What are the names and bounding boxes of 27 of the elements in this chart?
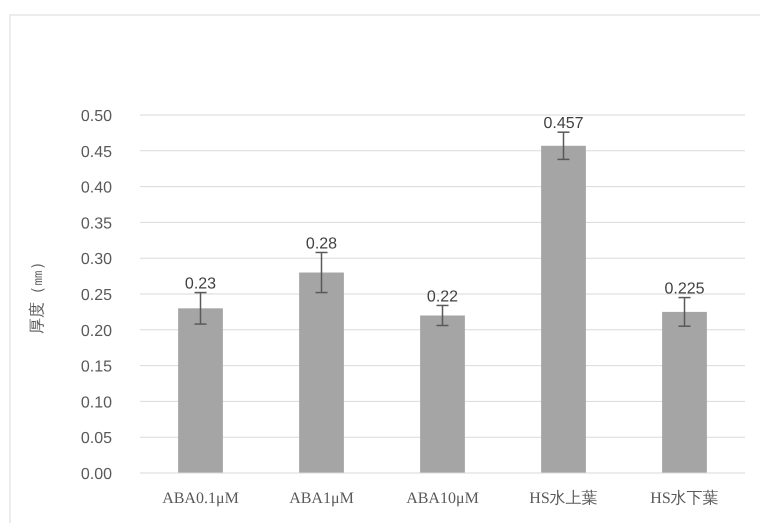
x-tick-label: ABA0.1μM [162,490,239,507]
x-tick-label: HS水下葉 [650,489,719,507]
bar [178,308,223,473]
y-tick-label: 0.15 [80,358,112,376]
y-tick-label: 0.35 [80,215,112,232]
bar [299,272,344,473]
data-label: 0.23 [184,276,216,293]
bar [541,146,586,473]
data-label: 0.28 [306,235,338,252]
y-tick-label: 0.50 [80,108,112,125]
y-tick-label: 0.45 [80,144,112,161]
bar [420,315,465,473]
y-axis-title: 厚度（㎜） [28,254,46,334]
x-tick-label: ABA1μM [289,490,354,507]
y-tick-label: 0.30 [80,251,112,268]
x-tick-label: HS水上葉 [529,489,598,507]
y-tick-label: 0.10 [80,394,112,412]
y-tick-label: 0.05 [80,430,112,448]
x-tick-label: ABA10μM [406,490,479,507]
y-tick-label: 0.00 [80,466,112,483]
y-tick-label: 0.40 [80,180,112,197]
y-tick-label: 0.25 [80,287,112,304]
data-label: 0.457 [543,115,584,132]
y-tick-label: 0.20 [80,322,112,340]
data-label: 0.22 [426,288,458,306]
bar [662,312,707,473]
data-label: 0.225 [664,280,705,298]
